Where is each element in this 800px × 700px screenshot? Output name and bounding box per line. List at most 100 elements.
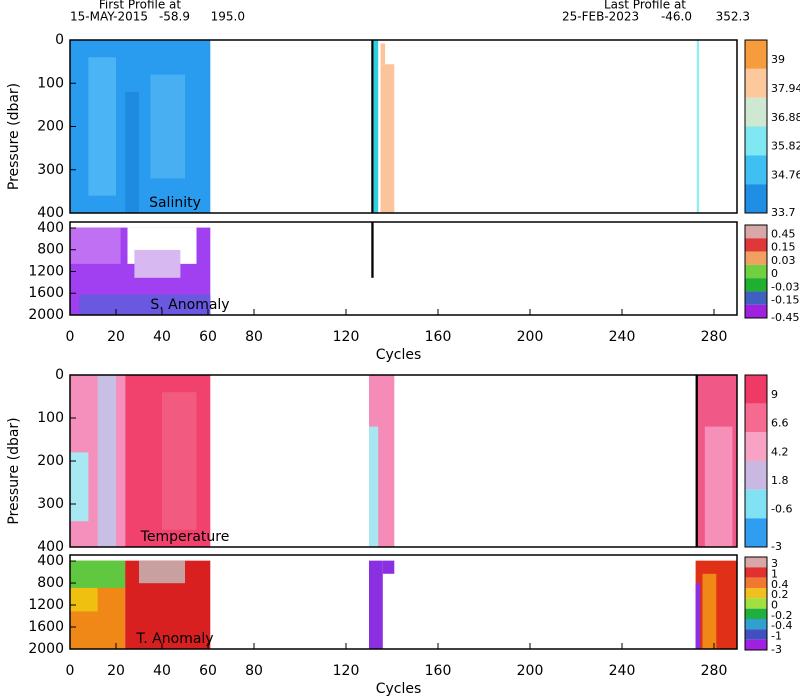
colorbar-label: -1 — [771, 630, 782, 643]
y-tick-label: 1600 — [28, 619, 64, 635]
field-patch — [70, 227, 121, 264]
colorbar-band — [745, 461, 767, 490]
field-patch — [125, 91, 139, 213]
colorbar-band — [745, 403, 767, 433]
y-tick-label: 100 — [37, 410, 64, 426]
x-tick-label: 240 — [609, 329, 636, 345]
field-patch — [369, 560, 383, 649]
colorbar-band — [745, 97, 767, 127]
field-patch — [382, 560, 395, 574]
colorbar-band — [745, 155, 767, 185]
colorbar-label: 0 — [771, 267, 778, 280]
y-tick-label: 100 — [37, 75, 64, 91]
y-axis-label: Pressure (dbar) — [6, 417, 22, 524]
field-patch — [380, 43, 386, 65]
field-patch — [702, 573, 717, 649]
colorbar-band — [745, 291, 767, 305]
colorbar-band — [745, 619, 767, 630]
colorbar-band — [745, 629, 767, 640]
field-patch — [70, 560, 126, 588]
colorbar-label: -0.45 — [771, 311, 799, 324]
colorbar-label: -0.2 — [771, 609, 792, 622]
colorbar-label: -3 — [771, 540, 782, 553]
panel-label: T. Anomaly — [135, 631, 213, 647]
y-tick-label: 800 — [37, 575, 64, 591]
colorbar-band — [745, 639, 767, 650]
colorbar-label: 0 — [771, 599, 778, 612]
x-tick-label: 40 — [153, 329, 171, 345]
field-patch — [369, 426, 379, 547]
colorbar-frame — [744, 556, 768, 651]
x-tick-label: 200 — [517, 329, 544, 345]
colorbar-label: 37.94 — [771, 82, 800, 95]
x-tick-label: 240 — [609, 663, 636, 679]
y-tick-label: 300 — [37, 496, 64, 512]
y-axis-label: Pressure (dbar) — [6, 83, 22, 190]
y-tick-label: 1200 — [28, 597, 64, 613]
x-tick-label: 120 — [333, 329, 360, 345]
field-patch — [695, 375, 698, 547]
colorbar-band — [745, 251, 767, 265]
x-axis-label: Cycles — [376, 347, 422, 363]
colorbar-band — [745, 184, 767, 213]
field-patch — [380, 64, 395, 213]
x-tick-label: 40 — [153, 663, 171, 679]
field-patch — [97, 375, 116, 547]
colorbar-band — [745, 375, 767, 404]
first-date: 15-MAY-2015 — [70, 10, 148, 24]
x-tick-label: 0 — [66, 663, 75, 679]
colorbar-label: 0.4 — [771, 578, 789, 591]
y-tick-label: 1200 — [28, 263, 64, 279]
x-tick-label: 80 — [245, 329, 263, 345]
colorbar-band — [745, 518, 767, 547]
y-tick-label: 800 — [37, 242, 64, 258]
last-lat: -46.0 — [661, 10, 692, 24]
colorbar-label: 1 — [771, 568, 778, 581]
colorbar-band — [745, 567, 767, 578]
colorbar-band — [745, 432, 767, 461]
colorbar-label: -3 — [771, 643, 782, 656]
colorbar-label: 0.45 — [771, 227, 796, 240]
field-patch — [162, 392, 197, 530]
x-tick-label: 20 — [107, 663, 125, 679]
field-patch — [371, 40, 374, 213]
x-tick-label: 60 — [199, 329, 217, 345]
x-tick-label: 120 — [333, 663, 360, 679]
x-tick-label: 200 — [517, 663, 544, 679]
x-tick-label: 280 — [701, 663, 728, 679]
y-tick-label: 400 — [37, 220, 64, 236]
field-patch — [79, 294, 211, 315]
y-tick-label: 1600 — [28, 285, 64, 301]
first-lat: -58.9 — [159, 10, 190, 24]
colorbar-label: 6.6 — [771, 417, 789, 430]
colorbar-band — [745, 126, 767, 156]
colorbar-band — [745, 238, 767, 252]
y-tick-label: 2000 — [28, 641, 64, 657]
colorbar-label: -0.6 — [771, 503, 792, 516]
field-patch — [150, 74, 185, 179]
colorbar-frame — [744, 374, 768, 548]
colorbar-label: -0.15 — [771, 294, 799, 307]
colorbar-label: 33.7 — [771, 206, 796, 219]
colorbar-label: 39 — [771, 53, 785, 66]
colorbar-label: 9 — [771, 388, 778, 401]
x-tick-label: 280 — [701, 329, 728, 345]
colorbar-label: 35.82 — [771, 140, 800, 153]
y-tick-label: 400 — [37, 205, 64, 221]
colorbar-label: 3 — [771, 557, 778, 570]
y-tick-label: 2000 — [28, 307, 64, 323]
colorbar-frame — [744, 39, 768, 214]
y-tick-label: 200 — [37, 119, 64, 135]
field-patch — [371, 222, 374, 278]
y-tick-label: 400 — [37, 553, 64, 569]
colorbar-band — [745, 577, 767, 588]
field-patch — [373, 40, 379, 213]
colorbar-band — [745, 557, 767, 568]
field-patch — [696, 40, 700, 213]
x-tick-label: 0 — [66, 329, 75, 345]
colorbar-label: -0.4 — [771, 619, 792, 632]
colorbar-label: 36.88 — [771, 111, 800, 124]
plot-frame — [69, 554, 738, 650]
first-lon: 195.0 — [211, 10, 245, 24]
x-tick-label: 20 — [107, 329, 125, 345]
